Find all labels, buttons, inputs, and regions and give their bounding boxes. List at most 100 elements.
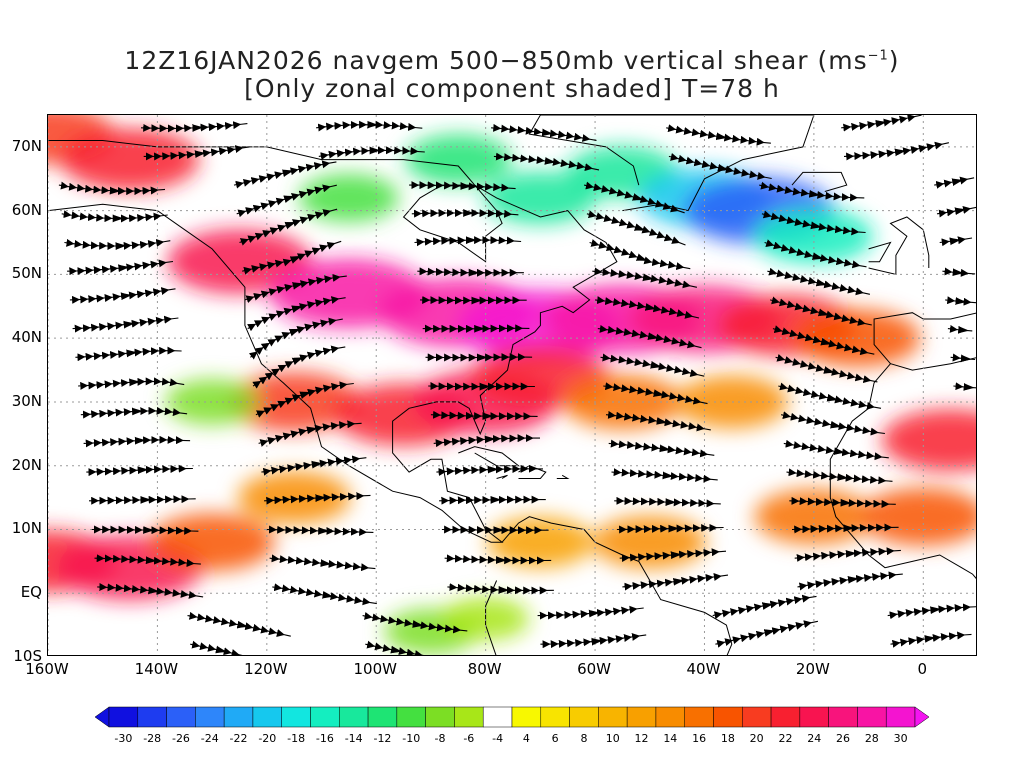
streamline-88	[233, 160, 337, 189]
streamline-arrow	[825, 367, 835, 374]
lat-label-30N: 30N	[11, 391, 42, 410]
streamline-arrow	[822, 339, 833, 346]
streamline-arrow	[953, 178, 964, 185]
colorbar-label: -16	[315, 732, 334, 745]
streamline-93	[143, 145, 250, 161]
streamline-arrow	[962, 355, 972, 362]
shear-blob-1	[60, 128, 200, 191]
streamline-38	[608, 439, 715, 458]
streamline-arrow	[951, 238, 961, 245]
streamline-34	[786, 468, 893, 485]
streamline-arrow	[957, 298, 967, 305]
lon-label-80W: 80W	[467, 660, 502, 678]
streamline-arrow	[322, 560, 332, 567]
streamline-arrow	[965, 384, 975, 391]
coastline-6	[868, 241, 892, 263]
streamline-66	[595, 296, 700, 319]
streamline-arrow	[320, 527, 330, 534]
map-plot-area	[47, 114, 977, 656]
streamline-arrow	[926, 635, 936, 642]
streamline-49	[778, 382, 882, 410]
streamline-arrow	[847, 550, 857, 557]
streamline-94	[318, 146, 425, 161]
streamline-arrow	[120, 265, 130, 272]
streamline-arrow	[313, 461, 323, 468]
colorbar-label: 6	[551, 732, 559, 745]
streamline-arrow	[810, 191, 821, 198]
streamline-61	[772, 325, 875, 356]
colorbar-label: 4	[522, 732, 530, 745]
streamline-arrow	[308, 426, 318, 433]
lat-label-10N: 10N	[11, 519, 42, 538]
streamline-77	[414, 236, 522, 247]
lat-label-50N: 50N	[11, 264, 42, 283]
streamline-37	[433, 434, 540, 448]
colorbar-low-arrow	[95, 706, 110, 728]
shear-blob-32	[165, 379, 259, 425]
streamline-arrow	[959, 326, 970, 333]
colorbar-label: 28	[864, 732, 879, 745]
colorbar-high-arrow	[914, 706, 929, 728]
coastline-9	[518, 465, 547, 479]
streamline-arrow	[131, 379, 141, 386]
streamline-arrow	[467, 237, 477, 244]
streamline-0	[190, 640, 243, 655]
streamline-arrow	[495, 527, 505, 534]
streamline-60	[597, 324, 702, 349]
streamline-arrow	[670, 525, 680, 532]
shear-blob-24	[860, 487, 976, 546]
streamline-arrow	[133, 408, 144, 415]
streamline-91	[759, 181, 865, 202]
colorbar-label: 12	[634, 732, 649, 745]
streamline-arrow	[932, 606, 942, 613]
map-title-line-2: [Only zonal component shaded] T=78 h	[244, 74, 780, 103]
shear-map	[48, 115, 976, 655]
streamline-2	[540, 632, 647, 649]
streamline-96	[668, 153, 772, 180]
colorbar-cell-24	[799, 706, 829, 728]
streamline-arrow	[294, 282, 304, 289]
streamline-18	[619, 548, 727, 563]
streamline-79	[764, 239, 867, 269]
streamline-81	[61, 210, 168, 223]
colorbar-cell-16	[569, 706, 599, 728]
streamline-101	[666, 124, 771, 146]
streamline-71	[417, 267, 524, 277]
streamline-arrow	[465, 209, 475, 216]
streamline-54	[600, 353, 705, 377]
streamline-arrow	[476, 325, 486, 332]
streamline-arrow	[217, 646, 227, 653]
streamline-arrow	[497, 557, 507, 564]
streamline-arrow	[462, 183, 472, 190]
streamline-99	[316, 120, 423, 132]
streamline-arrow	[638, 254, 648, 261]
colorbar-cell-17	[598, 706, 628, 728]
shear-blob-25	[298, 173, 399, 222]
streamline-72	[592, 267, 698, 289]
streamline-3	[715, 620, 819, 648]
streamline-arrow	[371, 147, 381, 154]
streamline-65	[419, 295, 527, 305]
colorbar-cell-27	[885, 706, 916, 728]
streamline-64	[244, 273, 347, 304]
coastline-5	[868, 216, 930, 276]
streamline-arrow	[820, 310, 830, 316]
colorbar-label: -28	[143, 732, 162, 745]
streamline-21	[266, 525, 374, 537]
streamline-arrow	[470, 269, 480, 276]
shear-blob-16	[881, 409, 976, 472]
streamline-15	[94, 554, 201, 568]
colorbar-cell-5	[252, 706, 282, 728]
colorbar-label: -22	[229, 732, 248, 745]
streamline-arrow	[194, 124, 204, 131]
streamline-arrow	[486, 436, 496, 443]
streamline-22	[441, 525, 549, 535]
streamline-51	[75, 346, 182, 362]
colorbar-label: -10	[402, 732, 421, 745]
coastline-4	[873, 312, 976, 365]
streamline-arrow	[717, 133, 728, 140]
streamline-48	[603, 382, 708, 405]
streamline-43	[605, 410, 711, 432]
streamline-arrow	[765, 629, 776, 636]
colorbar-cell-21	[713, 706, 743, 728]
